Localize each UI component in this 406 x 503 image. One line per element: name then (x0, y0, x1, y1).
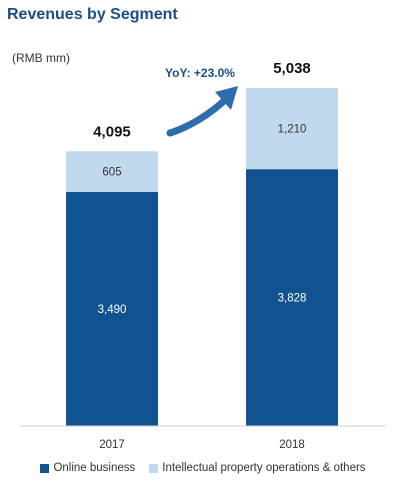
value-label-online-2017: 3,490 (98, 304, 127, 316)
bar-ip-2018 (246, 88, 338, 170)
legend-swatch-online (40, 463, 50, 473)
bar-online-2018 (246, 169, 338, 426)
chart-title: Revenues by Segment (7, 6, 178, 23)
yoy-arrow-icon (166, 97, 228, 137)
legend-label-ip: Intellectual property operations & other… (162, 462, 366, 474)
bar-online-2017 (66, 191, 158, 426)
unit-label: (RMB mm) (12, 51, 70, 65)
total-label-2018: 5,038 (273, 60, 311, 77)
legend-item-online: Online business (40, 462, 135, 474)
yoy-annotation: YoY: +23.0% (165, 66, 235, 80)
legend: Online business Intellectual property op… (0, 462, 406, 474)
legend-item-ip: Intellectual property operations & other… (149, 462, 366, 474)
total-label-2017: 4,095 (93, 123, 131, 140)
x-tick-label-2017: 2017 (99, 439, 125, 451)
yoy-arrowhead-icon (215, 86, 238, 110)
legend-label-online: Online business (53, 462, 136, 474)
legend-swatch-ip (149, 463, 159, 473)
x-tick-label-2018: 2018 (279, 439, 305, 451)
value-label-ip-2018: 1,210 (278, 124, 307, 136)
value-label-online-2018: 3,828 (278, 293, 307, 305)
value-label-ip-2017: 605 (102, 167, 121, 179)
bar-ip-2017 (66, 151, 158, 192)
